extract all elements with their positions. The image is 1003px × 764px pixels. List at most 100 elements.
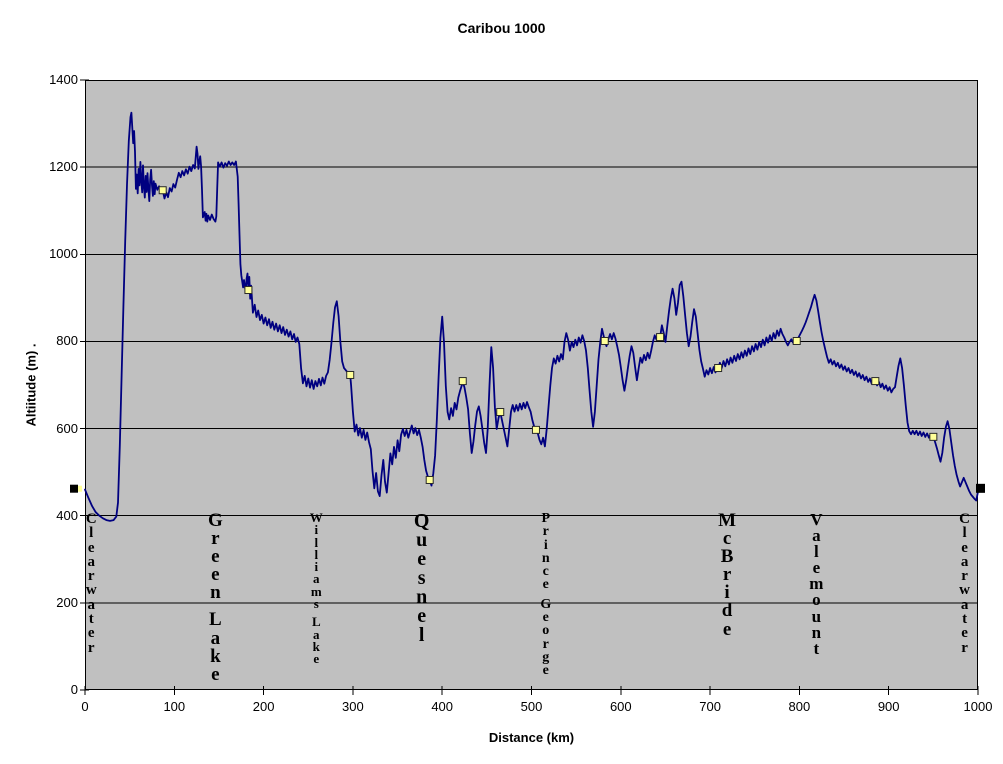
y-tick-label: 0 <box>70 682 78 697</box>
y-tick-label: 1000 <box>49 246 78 262</box>
checkpoint-label-letter: W <box>309 510 323 525</box>
checkpoint-label-letter: a <box>313 626 320 642</box>
checkpoint-label-letter: r <box>87 639 95 656</box>
x-tick-label: 800 <box>788 699 811 714</box>
checkpoint-label-letter: e <box>417 605 427 627</box>
checkpoint-marker <box>792 336 801 345</box>
checkpoint-label-letter: C <box>959 511 971 527</box>
checkpoint-label-letter: e <box>211 546 220 568</box>
checkpoint-label-letter: g <box>542 649 550 665</box>
checkpoint-label-letter: Q <box>413 510 430 532</box>
x-tick-label: 300 <box>342 699 364 714</box>
x-axis-title: Distance (km) <box>488 730 575 745</box>
checkpoint-marker <box>158 186 167 195</box>
checkpoint-label-letter: r <box>961 568 968 585</box>
checkpoint-label-letter: l <box>962 525 967 542</box>
checkpoint-label-letter: i <box>724 582 730 604</box>
checkpoint-label-letter: s <box>417 567 426 589</box>
checkpoint-label-letter: M <box>718 510 737 531</box>
y-tick-label: 200 <box>56 594 78 610</box>
x-tick-label: 400 <box>431 699 454 714</box>
y-tick-label: 800 <box>56 333 78 349</box>
checkpoint-label-letter: r <box>211 528 220 550</box>
x-tick-label: 700 <box>699 699 721 714</box>
checkpoint-label-letter: w <box>959 582 971 599</box>
checkpoint-label-letter: l <box>418 624 425 646</box>
checkpoint-label-letter: r <box>542 524 549 540</box>
checkpoint-label-letter: m <box>310 583 322 599</box>
checkpoint-label-letter: o <box>812 590 821 610</box>
route-start-marker <box>70 484 78 493</box>
checkpoint-label-letter: a <box>87 553 96 570</box>
checkpoint-label-letter: L <box>209 609 222 631</box>
checkpoint-marker <box>458 377 467 386</box>
checkpoint-marker <box>425 475 434 484</box>
x-tick-label: 0 <box>81 699 89 714</box>
checkpoint-label-letter: C <box>85 511 97 527</box>
checkpoint-label-letter: a <box>960 553 969 570</box>
checkpoint-label-letter: l <box>813 542 819 562</box>
checkpoint-marker <box>244 286 253 295</box>
checkpoint-label-letter: m <box>809 574 824 594</box>
checkpoint-label-letter: B <box>720 546 734 568</box>
checkpoint-label-letter: t <box>813 638 820 658</box>
checkpoint-label-letter: e <box>812 558 821 578</box>
plot-area <box>85 80 978 690</box>
checkpoint-label-letter: e <box>417 548 427 570</box>
checkpoint-label-letter: a <box>960 596 969 613</box>
x-tick-label: 500 <box>520 699 543 714</box>
x-tick-label: 100 <box>163 699 186 714</box>
checkpoint-marker <box>496 408 505 417</box>
checkpoint-label-letter: d <box>721 600 733 622</box>
checkpoint-label-letter: t <box>962 611 968 628</box>
checkpoint-label-letter: e <box>961 625 968 642</box>
checkpoint-label-letter: w <box>85 582 97 599</box>
checkpoint-label-letter: e <box>961 539 968 556</box>
x-tick-label: 1000 <box>963 699 993 714</box>
checkpoint-label-letter: i <box>543 537 548 553</box>
checkpoint-label-letter: u <box>416 529 428 551</box>
checkpoint-label-letter: e <box>542 577 549 593</box>
y-tick-label: 400 <box>56 507 78 523</box>
checkpoint-label-letter: G <box>540 596 552 612</box>
checkpoint-marker <box>531 425 540 434</box>
checkpoint-label-letter: r <box>722 564 732 586</box>
y-tick-label: 1400 <box>49 72 78 87</box>
y-tick-label: 1200 <box>49 159 78 175</box>
checkpoint-marker <box>600 336 609 345</box>
checkpoint-marker <box>656 333 665 342</box>
checkpoint-label-letter: e <box>87 625 95 642</box>
checkpoint-label-letter: l <box>89 525 94 542</box>
chart-title: Caribou 1000 <box>457 20 546 36</box>
checkpoint-label-letter: i <box>314 559 319 575</box>
y-tick-label: 600 <box>56 420 78 436</box>
checkpoint-label-letter: i <box>314 522 319 538</box>
x-tick-label: 600 <box>609 699 632 714</box>
checkpoint-label-letter: a <box>87 596 96 613</box>
y-axis-title: Altiitude (m) . <box>23 343 39 427</box>
checkpoint-label-letter: k <box>210 645 221 667</box>
checkpoint-label-letter: l <box>314 534 319 550</box>
checkpoint-label-letter: l <box>314 546 319 562</box>
checkpoint-label-letter: e <box>87 539 95 556</box>
x-tick-label: 200 <box>252 699 275 714</box>
checkpoint-label-letter: c <box>722 528 732 550</box>
checkpoint-label-letter: r <box>961 639 968 656</box>
route-start-marker-accent <box>78 485 82 492</box>
checkpoint-label-letter: e <box>313 651 320 667</box>
checkpoint-label-letter: a <box>812 526 821 546</box>
checkpoint-label-letter: c <box>542 564 549 580</box>
plot-layer <box>70 79 985 695</box>
checkpoint-marker <box>346 370 355 379</box>
checkpoint-label-letter: s <box>313 596 319 612</box>
checkpoint-label-letter: e <box>542 610 549 626</box>
checkpoint-label-letter: e <box>722 618 732 640</box>
checkpoint-label-letter: e <box>211 564 220 586</box>
checkpoint-label-letter: u <box>811 606 822 626</box>
